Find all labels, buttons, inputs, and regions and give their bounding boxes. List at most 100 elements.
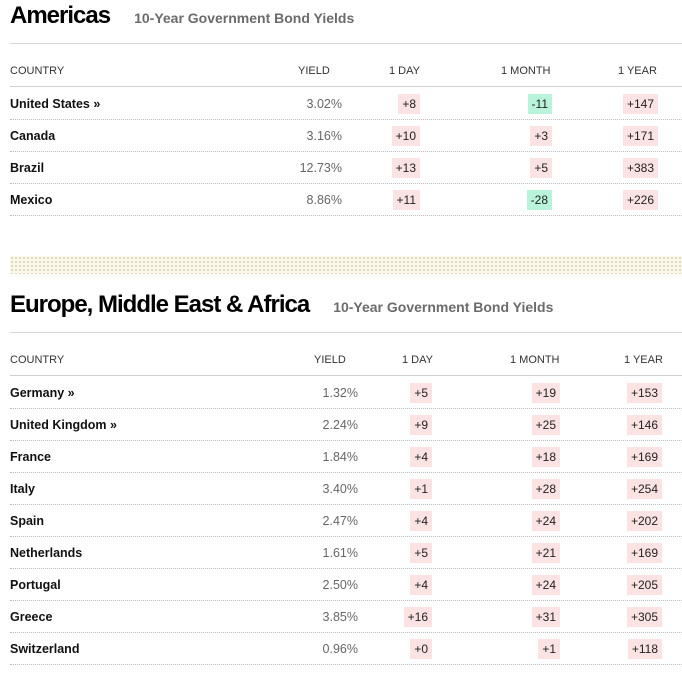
emea-header: Europe, Middle East & Africa 10-Year Gov… — [10, 291, 553, 319]
1year-change: +169 — [626, 537, 662, 569]
yield-value: 3.16% — [306, 129, 342, 143]
1month-change-badge: +3 — [530, 126, 552, 146]
col-country-header: COUNTRY — [10, 65, 65, 77]
1day-change: +1 — [410, 473, 432, 505]
1day-change-badge: +4 — [410, 447, 432, 467]
1year-change-badge: +147 — [622, 94, 658, 114]
americas-subtitle: 10-Year Government Bond Yields — [134, 10, 355, 26]
1day-change: +11 — [392, 184, 420, 216]
yield-value: 2.47% — [322, 514, 358, 528]
country-link[interactable]: United Kingdom » — [10, 418, 117, 432]
1month-change-badge: +24 — [531, 575, 560, 595]
1year-change-badge: +305 — [626, 607, 662, 627]
table-row: Portugal 2.50% +4 +24 +205 — [10, 569, 682, 601]
1day-change: +4 — [410, 505, 432, 537]
1month-change-badge: +5 — [530, 158, 552, 178]
country-name: Greece — [10, 610, 53, 624]
1year-change-badge: +169 — [626, 543, 662, 563]
1month-change: +31 — [531, 601, 560, 633]
americas-title: Americas — [10, 2, 111, 29]
col-1month-header: 1 MONTH — [501, 65, 551, 77]
1month-change-badge: +1 — [538, 639, 560, 659]
1month-change: +5 — [530, 152, 552, 184]
section-divider — [10, 256, 682, 274]
table-row: France 1.84% +4 +18 +169 — [10, 441, 682, 473]
country-link[interactable]: United States » — [10, 97, 101, 111]
1year-change: +171 — [622, 120, 658, 152]
americas-top-rule — [10, 43, 682, 44]
emea-header-rule — [10, 375, 682, 376]
country-name: Portugal — [10, 578, 61, 592]
country-name: France — [10, 450, 51, 464]
1month-change-badge: +21 — [531, 543, 560, 563]
1day-change-badge: +4 — [410, 575, 432, 595]
yield-value: 2.24% — [322, 418, 358, 432]
1year-change: +383 — [622, 152, 658, 184]
1day-change-badge: +5 — [410, 383, 432, 403]
1day-change: +4 — [410, 569, 432, 601]
col-country-header: COUNTRY — [10, 354, 65, 366]
1day-change-badge: +1 — [410, 479, 432, 499]
yield-value: 3.40% — [322, 482, 358, 496]
country-name: Netherlands — [10, 546, 83, 560]
country-name: Mexico — [10, 193, 53, 207]
1month-change: +24 — [531, 569, 560, 601]
1month-change: +1 — [538, 633, 560, 665]
1year-change-badge: +153 — [626, 383, 662, 403]
1month-change-badge: +28 — [531, 479, 560, 499]
1year-change-badge: +169 — [626, 447, 662, 467]
1year-change-badge: +254 — [626, 479, 662, 499]
yield-value: 1.84% — [322, 450, 358, 464]
1day-change: +10 — [391, 120, 420, 152]
table-row: Brazil 12.73% +13 +5 +383 — [10, 152, 682, 184]
1year-change: +226 — [622, 184, 658, 216]
1month-change: +18 — [531, 441, 560, 473]
table-row: United States » 3.02% +8 -11 +147 — [10, 88, 682, 120]
table-row: Switzerland 0.96% +0 +1 +118 — [10, 633, 682, 665]
1month-change-badge: +25 — [531, 415, 560, 435]
1year-change-badge: +146 — [626, 415, 662, 435]
1day-change: +13 — [391, 152, 420, 184]
emea-top-rule — [10, 332, 682, 333]
1year-change-badge: +383 — [622, 158, 658, 178]
1day-change-badge: +0 — [410, 639, 432, 659]
yield-value: 12.73% — [299, 161, 342, 175]
1year-change-badge: +226 — [622, 190, 658, 210]
1month-change-badge: +31 — [531, 607, 560, 627]
1day-change: +0 — [410, 633, 432, 665]
yield-value: 2.50% — [322, 578, 358, 592]
1month-change: +21 — [531, 537, 560, 569]
1day-change-badge: +13 — [391, 158, 420, 178]
table-row: Greece 3.85% +16 +31 +305 — [10, 601, 682, 633]
1year-change: +147 — [622, 88, 658, 120]
1day-change: +5 — [410, 537, 432, 569]
1month-change-badge: -11 — [527, 94, 552, 114]
1day-change: +8 — [398, 88, 420, 120]
yield-value: 1.61% — [322, 546, 358, 560]
country-link[interactable]: Germany » — [10, 386, 75, 400]
1month-change: +3 — [530, 120, 552, 152]
table-row: Spain 2.47% +4 +24 +202 — [10, 505, 682, 537]
1month-change: +24 — [531, 505, 560, 537]
1day-change: +16 — [403, 601, 432, 633]
1day-change-badge: +11 — [392, 190, 420, 210]
1month-change: +25 — [531, 409, 560, 441]
1month-change-badge: -28 — [526, 190, 552, 210]
emea-subtitle: 10-Year Government Bond Yields — [333, 299, 554, 315]
yield-value: 1.32% — [322, 386, 358, 400]
table-row: Germany » 1.32% +5 +19 +153 — [10, 377, 682, 409]
1day-change: +9 — [410, 409, 432, 441]
1month-change-badge: +24 — [531, 511, 560, 531]
country-name: Canada — [10, 129, 56, 143]
table-row: Mexico 8.86% +11 -28 +226 — [10, 184, 682, 216]
1year-change: +202 — [626, 505, 662, 537]
1day-change: +5 — [410, 377, 432, 409]
1month-change-badge: +18 — [531, 447, 560, 467]
1year-change-badge: +205 — [626, 575, 662, 595]
1year-change-badge: +171 — [622, 126, 658, 146]
table-row: United Kingdom » 2.24% +9 +25 +146 — [10, 409, 682, 441]
1month-change-badge: +19 — [531, 383, 560, 403]
yield-value: 3.02% — [306, 97, 342, 111]
1day-change: +4 — [410, 441, 432, 473]
country-name: Italy — [10, 482, 36, 496]
